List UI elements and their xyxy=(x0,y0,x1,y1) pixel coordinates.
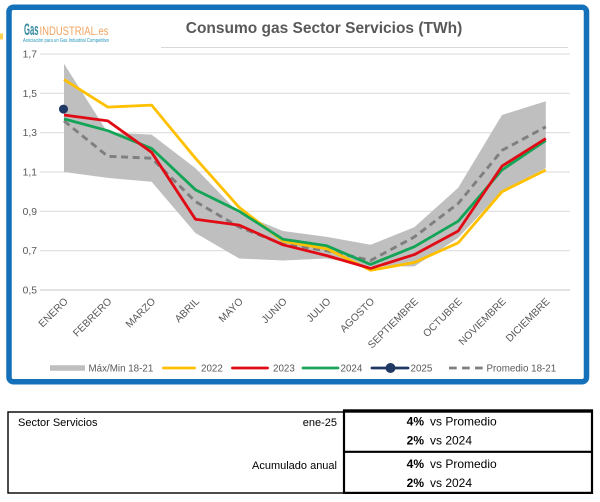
svg-text:Asociación para un Gas Industr: Asociación para un Gas Industrial Compet… xyxy=(23,38,109,44)
svg-text:2024: 2024 xyxy=(341,364,363,375)
svg-text:ene-25: ene-25 xyxy=(303,417,337,429)
svg-text:2022: 2022 xyxy=(201,364,223,375)
svg-text:1,5: 1,5 xyxy=(23,89,38,100)
svg-text:4%: 4% xyxy=(407,415,425,429)
svg-text:0,5: 0,5 xyxy=(23,286,38,297)
svg-text:Promedio 18-21: Promedio 18-21 xyxy=(487,364,557,375)
svg-text:2023: 2023 xyxy=(273,364,295,375)
svg-text:4%: 4% xyxy=(407,457,425,471)
svg-text:vs Promedio: vs Promedio xyxy=(430,457,497,471)
svg-text:Consumo gas Sector Servicios (: Consumo gas Sector Servicios (TWh) xyxy=(186,20,462,37)
svg-text:Máx/Min 18-21: Máx/Min 18-21 xyxy=(89,364,154,375)
svg-text:2%: 2% xyxy=(407,476,425,490)
svg-text:1,7: 1,7 xyxy=(23,50,38,61)
svg-text:0,7: 0,7 xyxy=(23,246,38,257)
svg-text:0,9: 0,9 xyxy=(23,207,38,218)
svg-text:INDUSTRIAL.es: INDUSTRIAL.es xyxy=(40,26,109,38)
svg-text:vs 2024: vs 2024 xyxy=(430,434,472,448)
svg-text:2%: 2% xyxy=(407,434,425,448)
svg-text:vs 2024: vs 2024 xyxy=(430,476,472,490)
svg-text:1,3: 1,3 xyxy=(23,128,38,139)
svg-text:1,1: 1,1 xyxy=(23,168,38,179)
svg-text:Gas: Gas xyxy=(24,20,39,39)
svg-text:Sector Servicios: Sector Servicios xyxy=(18,417,98,429)
svg-text:vs Promedio: vs Promedio xyxy=(430,415,497,429)
svg-text:Acumulado anual: Acumulado anual xyxy=(252,460,337,472)
svg-text:2025: 2025 xyxy=(411,364,433,375)
